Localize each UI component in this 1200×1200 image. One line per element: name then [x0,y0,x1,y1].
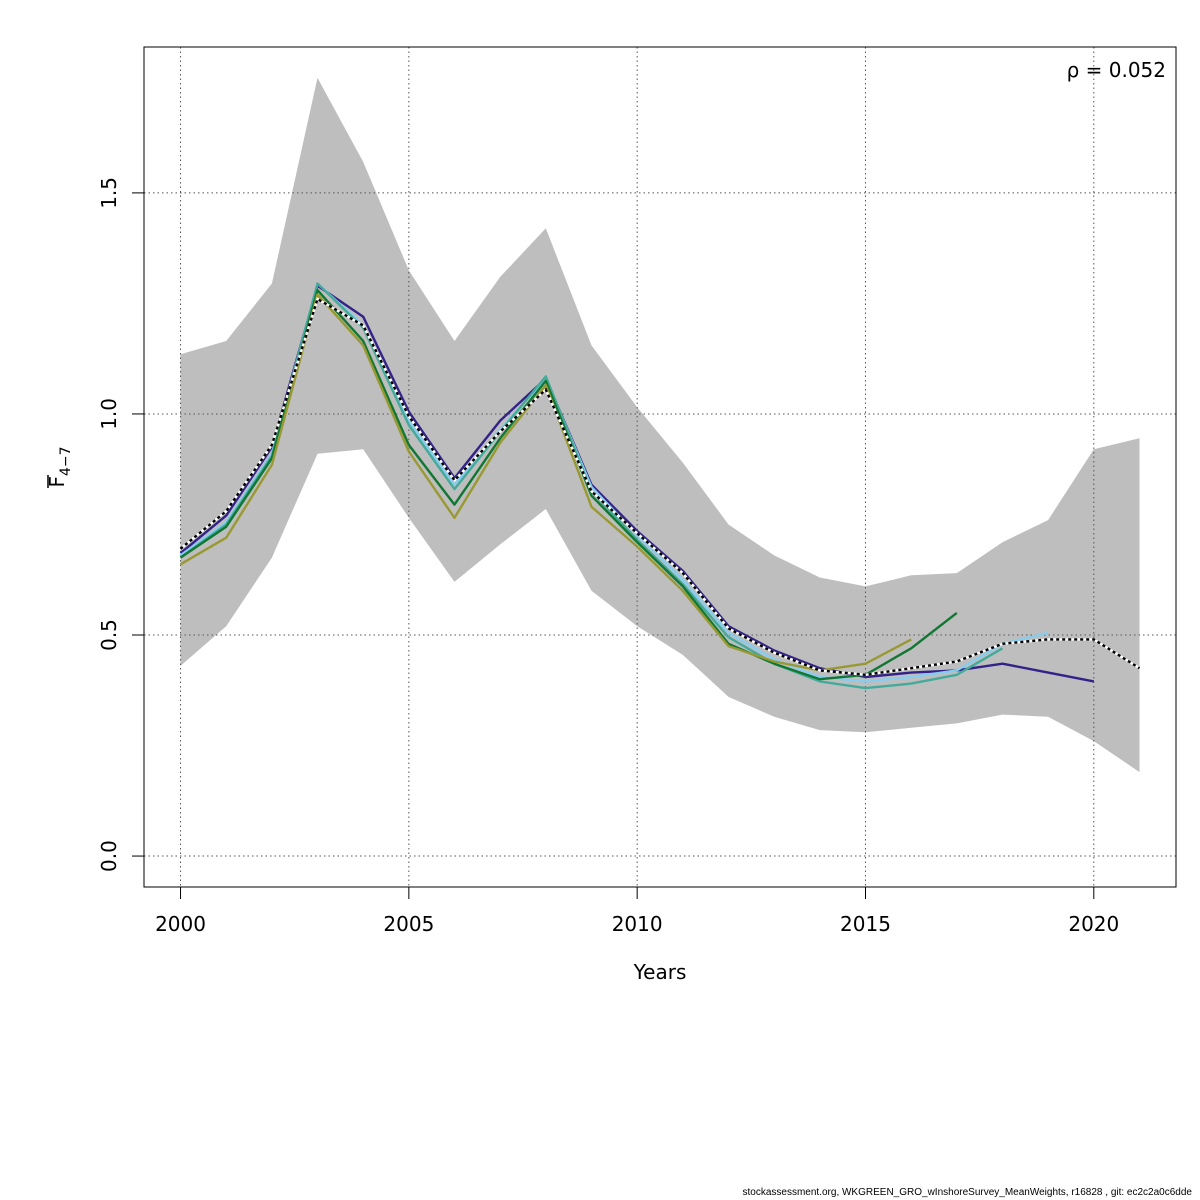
series-layer [179,282,1141,690]
y-tick-label: 0.5 [97,619,121,651]
confidence-band [180,77,1140,773]
annotation-rho: ρ = 0.052 [1067,58,1166,82]
axis-layer: 2000 2005 2010 2015 2020 0.0 0.5 1.0 1.5 [97,177,1119,936]
y-tick-label: 1.5 [97,177,121,209]
y-tick-label: 1.0 [97,398,121,430]
x-axis-title: Years [633,960,687,984]
svg-text:F4−7: F4−7 [45,446,74,487]
x-tick-label: 2005 [383,912,434,936]
confidence-band-layer [180,77,1140,773]
y-axis-title: F4−7 [45,446,74,488]
series-line-reference [179,297,1141,677]
y-axis-title-main: F [45,476,69,488]
grid-layer [144,47,1176,887]
footer-caption: stockassessment.org, WKGREEN_GRO_wInshor… [742,1187,1192,1198]
x-tick-label: 2010 [612,912,663,936]
y-tick-label: 0.0 [97,840,121,872]
x-tick-label: 2020 [1068,912,1119,936]
x-tick-label: 2015 [840,912,891,936]
y-axis-title-subscript: 4−7 [58,446,74,476]
x-tick-label: 2000 [155,912,206,936]
